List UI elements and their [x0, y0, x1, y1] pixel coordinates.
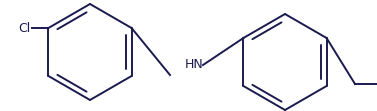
- Text: HN: HN: [185, 58, 204, 71]
- Text: Cl: Cl: [18, 22, 31, 35]
